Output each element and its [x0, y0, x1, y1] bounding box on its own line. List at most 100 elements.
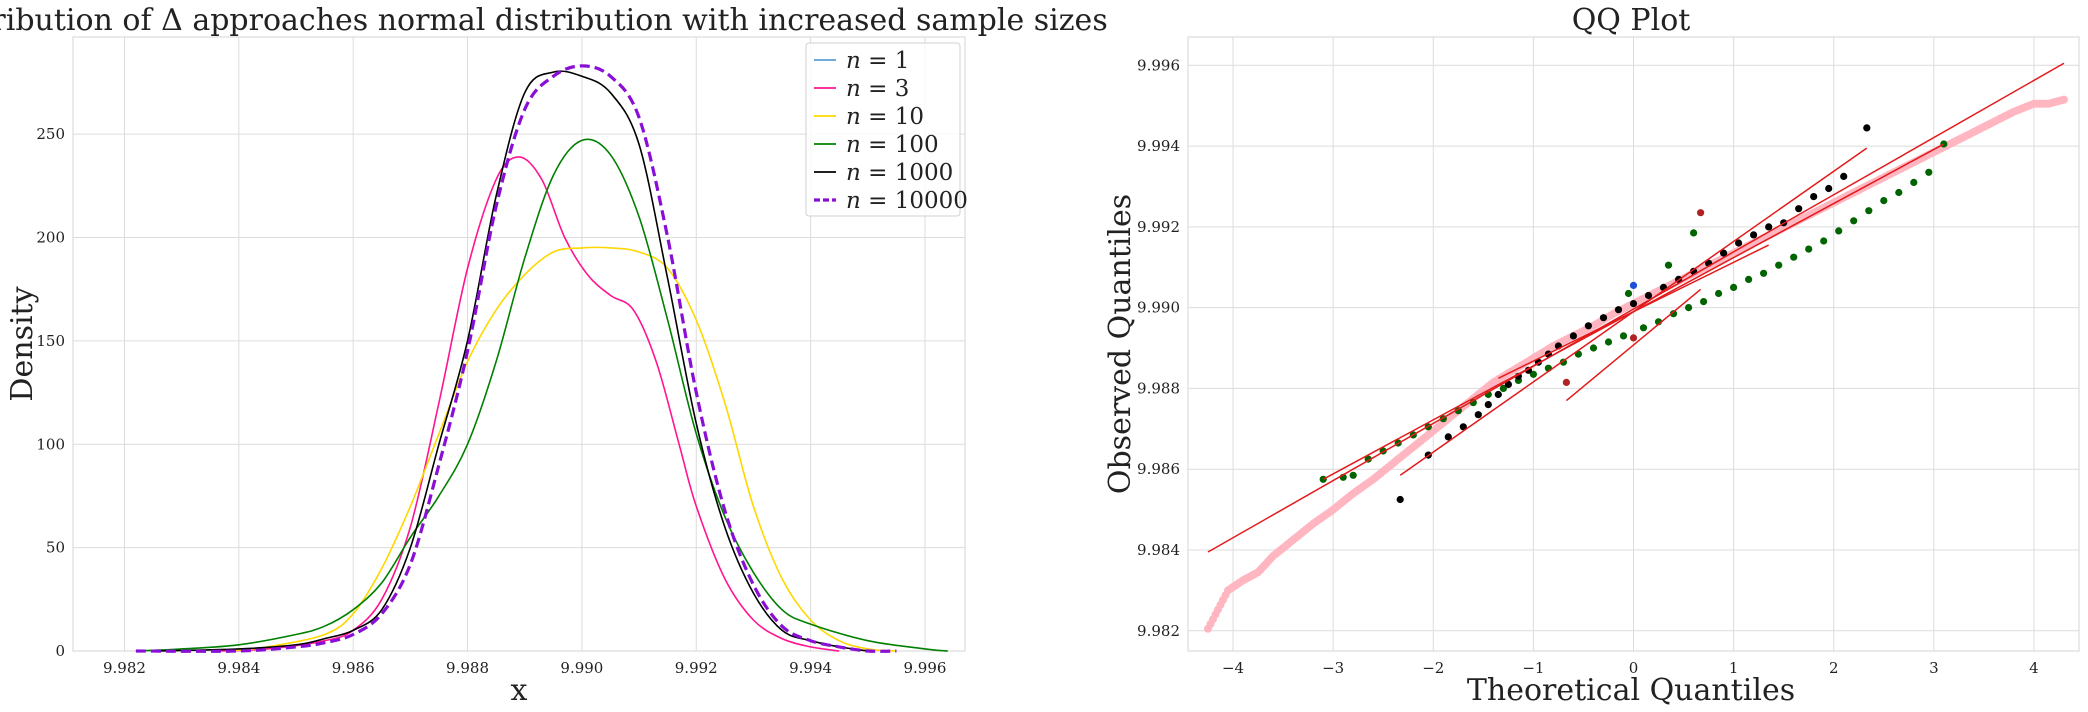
density-x-tick-label: 9.990	[560, 659, 603, 677]
qq-y-ticks: 9.982 9.984 9.986 9.988 9.990 9.992 9.994 9.996	[1137, 56, 1180, 640]
density-y-tick-label: 150	[36, 332, 65, 350]
legend-label-n3: n = 3	[846, 76, 909, 102]
density-curve-n10	[227, 246, 897, 652]
density-x-ticks: 9.982 9.984 9.986 9.988 9.990 9.992 9.994 9.996	[103, 659, 946, 677]
density-y-axis-label: Density	[5, 286, 40, 401]
density-x-tick-label: 9.994	[789, 659, 832, 677]
qq-plot-frame	[1187, 36, 2080, 652]
qq-reference-line	[1207, 62, 2065, 553]
density-curve-n100	[135, 138, 948, 652]
qq-point-n=100-sample	[1700, 298, 1708, 306]
qq-point-n=100-sample	[1805, 245, 1813, 253]
qq-y-tick-label: 9.994	[1137, 137, 1180, 155]
density-y-tick-label: 200	[36, 229, 65, 247]
qq-point-n=100-sample	[1850, 217, 1858, 225]
qq-x-tick-label: −2	[1422, 659, 1444, 677]
qq-point-n=100-sample	[1820, 237, 1828, 245]
qq-x-tick-label: −3	[1322, 659, 1344, 677]
qq-point-n=100-sample	[1664, 261, 1673, 269]
qq-point-n=100-sample	[1775, 261, 1783, 269]
qq-point-n=100-sample	[1604, 338, 1613, 346]
qq-point-n=100-sample	[1589, 344, 1598, 352]
qq-point-n=1000-sample	[1614, 306, 1623, 314]
density-y-tick-label: 250	[36, 125, 65, 143]
density-y-ticks: 0 50 100 150 200 250	[36, 125, 65, 660]
qq-grid	[1188, 37, 2079, 651]
qq-reference-line	[1498, 244, 1769, 380]
qq-point-n=1000-sample	[1396, 495, 1404, 504]
qq-reference-lines	[1207, 62, 2065, 553]
qq-point-n=100-sample	[1669, 310, 1678, 318]
qq-point-n=1000-sample	[1735, 239, 1743, 247]
qq-point-n=100-sample	[1910, 178, 1918, 186]
density-x-tick-label: 9.986	[332, 659, 375, 677]
qq-point-n=3	[1629, 334, 1638, 342]
qq-point-n=1000-sample	[1644, 291, 1653, 300]
qq-chart: −4 −3 −2 −1 0 1 2 3 4 9.9829.9849.9869.9889.9909…	[1103, 3, 2080, 708]
qq-point-n=100-sample	[1760, 269, 1768, 277]
qq-point-n=100-sample	[1730, 283, 1738, 291]
qq-point-n=1000-sample	[1629, 300, 1638, 308]
density-curve-n3	[215, 156, 840, 652]
qq-point-n=100-sample	[1835, 227, 1843, 235]
density-y-tick-label: 100	[36, 435, 65, 453]
qq-point-n=1000-sample	[1494, 390, 1502, 399]
qq-x-ticks: −4 −3 −2 −1 0 1 2 3 4	[1222, 659, 2039, 677]
qq-point-n=100-sample	[1865, 207, 1873, 215]
qq-point-n=1000-sample	[1795, 205, 1803, 213]
qq-points	[1204, 95, 2068, 633]
density-curves	[135, 64, 948, 653]
qq-point-n=1000-sample	[1444, 433, 1452, 441]
qq-point-n=1000-sample	[1825, 184, 1833, 193]
density-y-tick-label: 50	[46, 539, 65, 557]
density-x-axis-label: x	[511, 673, 528, 708]
legend-label-n10: n = 10	[846, 104, 924, 130]
density-chart-title: Distribution of Δ approaches normal dist…	[0, 3, 1108, 38]
qq-point-n=3	[1562, 378, 1570, 386]
qq-point-n=100-sample	[1624, 289, 1633, 298]
density-x-tick-label: 9.988	[446, 659, 489, 677]
qq-point-n=100-sample	[1745, 275, 1753, 283]
qq-point-n=10000-sample	[2059, 95, 2068, 104]
qq-x-tick-label: 3	[1929, 659, 1939, 677]
qq-x-tick-label: −4	[1222, 659, 1244, 677]
qq-reference-line	[1565, 288, 1702, 402]
qq-point-n=1000-sample	[1569, 332, 1577, 340]
qq-point-n=1000-sample	[1840, 172, 1848, 180]
qq-point-n=100-sample	[1639, 324, 1648, 332]
qq-y-tick-label: 9.984	[1137, 541, 1180, 559]
qq-y-tick-label: 9.988	[1137, 379, 1180, 397]
density-chart: 9.982 9.984 9.986 9.988 9.990 9.992 9.994 9.996…	[0, 3, 1108, 708]
qq-point-n=1000-sample	[1720, 249, 1728, 257]
density-y-tick-label: 0	[55, 642, 65, 660]
qq-point-n=1000-sample	[1504, 380, 1512, 388]
qq-point-n=1000-sample	[1459, 423, 1467, 431]
density-x-tick-label: 9.982	[103, 659, 146, 677]
qq-x-axis-label: Theoretical Quantiles	[1467, 673, 1795, 708]
qq-point-n=100-sample	[1925, 168, 1933, 176]
qq-point-n=100-sample	[1349, 471, 1357, 479]
density-x-tick-label: 9.984	[217, 659, 260, 677]
qq-point-n=100-sample	[1880, 197, 1888, 205]
qq-chart-title: QQ Plot	[1572, 3, 1691, 38]
qq-point-n=1000-sample	[1750, 231, 1758, 239]
density-x-tick-label: 9.996	[903, 659, 946, 677]
qq-x-tick-label: 2	[1829, 659, 1839, 677]
qq-point-n=100-sample	[1619, 332, 1628, 340]
qq-point-n=100-sample	[1529, 370, 1537, 378]
density-x-tick-label: 9.992	[675, 659, 718, 677]
legend-label-n1: n = 1	[846, 48, 909, 74]
qq-point-n=100-sample	[1685, 304, 1693, 312]
qq-x-tick-label: 0	[1629, 659, 1639, 677]
qq-x-tick-label: 4	[2029, 659, 2039, 677]
qq-y-tick-label: 9.992	[1137, 218, 1180, 236]
qq-point-n=100-sample	[1715, 289, 1723, 298]
qq-point-n=1000-sample	[1810, 193, 1818, 201]
qq-point-n=1000-sample	[1765, 223, 1773, 231]
qq-point-n=3	[1697, 209, 1705, 217]
qq-point-n=1000-sample	[1484, 401, 1492, 409]
legend-label-n1000: n = 1000	[846, 160, 953, 186]
qq-y-tick-label: 9.990	[1137, 299, 1180, 317]
